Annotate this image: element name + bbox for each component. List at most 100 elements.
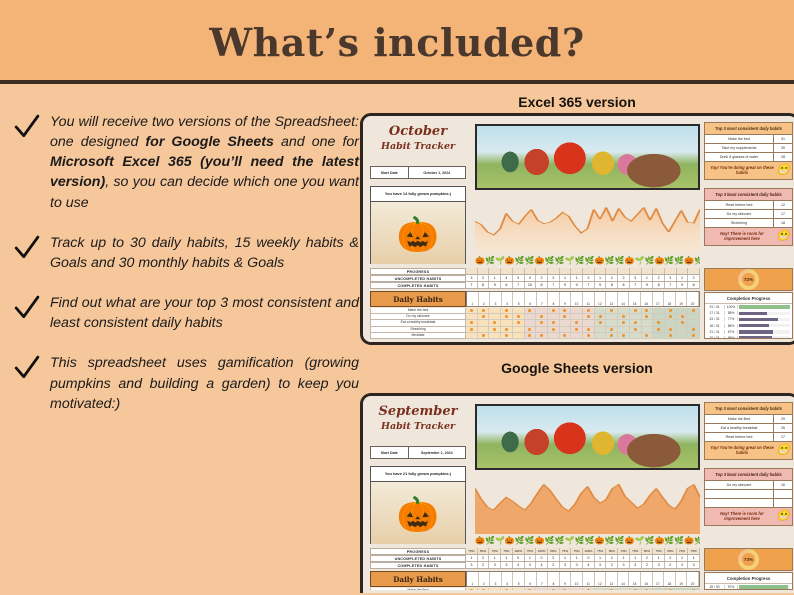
habit-check-cell[interactable] xyxy=(571,320,584,327)
habit-check-cell[interactable] xyxy=(524,320,537,327)
progress-cell[interactable]: 3 xyxy=(571,562,584,568)
habit-check-cell[interactable] xyxy=(688,314,700,321)
progress-cell[interactable]: 1 xyxy=(489,555,502,561)
progress-cell[interactable] xyxy=(641,268,654,274)
progress-cell[interactable]: 7 xyxy=(466,282,478,288)
habit-check-cell[interactable] xyxy=(466,326,478,333)
habit-check-cell[interactable] xyxy=(594,308,607,315)
habit-check-cell[interactable] xyxy=(524,326,537,333)
progress-cell[interactable]: 1 xyxy=(594,555,607,561)
habit-check-cell[interactable] xyxy=(512,588,525,590)
progress-cell[interactable]: 2 xyxy=(641,562,654,568)
habit-check-cell[interactable] xyxy=(664,320,677,327)
habit-check-cell[interactable] xyxy=(618,332,630,339)
habit-check-cell[interactable] xyxy=(547,332,560,339)
progress-cell[interactable]: 3 xyxy=(512,275,525,281)
habit-check-cell[interactable] xyxy=(489,588,502,590)
habit-check-cell[interactable] xyxy=(477,332,490,339)
progress-cell[interactable]: 2 xyxy=(664,555,677,561)
progress-cell[interactable]: 3 xyxy=(653,562,665,568)
habit-name[interactable]: Do my skincare xyxy=(370,314,466,321)
progress-cell[interactable]: 4 xyxy=(512,562,525,568)
habit-check-cell[interactable] xyxy=(606,326,619,333)
habit-check-cell[interactable] xyxy=(653,326,665,333)
progress-cell[interactable]: 9 xyxy=(489,282,502,288)
progress-cell[interactable]: 2 xyxy=(477,275,490,281)
progress-cell[interactable]: 1 xyxy=(571,555,584,561)
progress-cell[interactable]: 3 xyxy=(664,275,677,281)
habit-check-cell[interactable] xyxy=(559,320,572,327)
habit-check-cell[interactable] xyxy=(676,332,689,339)
habit-check-cell[interactable] xyxy=(676,320,689,327)
habit-check-cell[interactable] xyxy=(583,314,595,321)
progress-cell[interactable] xyxy=(664,268,677,274)
progress-cell[interactable]: 4 xyxy=(583,562,595,568)
habit-check-cell[interactable] xyxy=(664,326,677,333)
progress-cell[interactable]: 2 xyxy=(547,555,560,561)
progress-cell[interactable] xyxy=(477,268,490,274)
progress-cell[interactable]: 1 xyxy=(629,555,642,561)
progress-cell[interactable] xyxy=(653,268,665,274)
habit-check-cell[interactable] xyxy=(664,308,677,315)
habit-name[interactable]: Make the Bed xyxy=(370,588,466,590)
progress-cell[interactable]: 3 xyxy=(583,275,595,281)
habit-check-cell[interactable] xyxy=(501,332,513,339)
habit-check-cell[interactable] xyxy=(583,320,595,327)
habit-check-cell[interactable] xyxy=(618,326,630,333)
progress-cell[interactable]: 8 xyxy=(536,282,548,288)
progress-cell[interactable]: 50% xyxy=(606,548,619,554)
habit-check-cell[interactable] xyxy=(688,326,700,333)
start-date-value[interactable]: October 1, 2024 xyxy=(423,170,451,175)
progress-cell[interactable]: 1 xyxy=(524,555,537,561)
progress-cell[interactable] xyxy=(489,268,502,274)
progress-cell[interactable]: 75% xyxy=(559,548,572,554)
habit-check-cell[interactable] xyxy=(489,308,502,315)
habit-check-cell[interactable] xyxy=(676,308,689,315)
progress-cell[interactable]: 75% xyxy=(524,548,537,554)
habit-check-cell[interactable] xyxy=(618,320,630,327)
progress-cell[interactable]: 8 xyxy=(688,282,701,288)
progress-cell[interactable]: 75% xyxy=(594,548,607,554)
progress-cell[interactable]: 3 xyxy=(524,562,537,568)
habit-check-cell[interactable] xyxy=(618,308,630,315)
habit-check-cell[interactable] xyxy=(489,320,502,327)
habit-check-cell[interactable] xyxy=(547,320,560,327)
habit-check-cell[interactable] xyxy=(641,588,654,590)
habit-check-cell[interactable] xyxy=(477,326,490,333)
progress-cell[interactable]: 3 xyxy=(489,562,502,568)
habit-name[interactable]: Make the bed xyxy=(370,308,466,315)
progress-cell[interactable]: 6 xyxy=(501,282,513,288)
habit-check-cell[interactable] xyxy=(583,308,595,315)
progress-cell[interactable]: 3 xyxy=(594,562,607,568)
habit-check-cell[interactable] xyxy=(466,588,478,590)
progress-cell[interactable]: 1 xyxy=(688,555,701,561)
progress-cell[interactable]: 2 xyxy=(606,275,619,281)
start-date-field[interactable]: Start Date September 1, 2024 xyxy=(370,446,466,459)
habit-check-cell[interactable] xyxy=(559,314,572,321)
progress-cell[interactable]: 4 xyxy=(501,275,513,281)
progress-cell[interactable]: 50% xyxy=(547,548,560,554)
progress-cell[interactable]: 50% xyxy=(477,548,490,554)
progress-cell[interactable]: 2 xyxy=(536,275,548,281)
habit-check-cell[interactable] xyxy=(629,588,642,590)
progress-cell[interactable]: 7 xyxy=(547,282,560,288)
habit-check-cell[interactable] xyxy=(629,308,642,315)
habit-check-cell[interactable] xyxy=(571,588,584,590)
habit-check-cell[interactable] xyxy=(512,320,525,327)
habit-check-cell[interactable] xyxy=(501,588,513,590)
progress-cell[interactable]: 7 xyxy=(583,282,595,288)
progress-cell[interactable]: 3 xyxy=(629,275,642,281)
habit-check-cell[interactable] xyxy=(653,332,665,339)
progress-cell[interactable]: 3 xyxy=(466,275,478,281)
habit-check-cell[interactable] xyxy=(489,332,502,339)
progress-cell[interactable]: 0 xyxy=(512,555,525,561)
habit-check-cell[interactable] xyxy=(583,332,595,339)
progress-cell[interactable]: 3 xyxy=(466,562,478,568)
habit-check-cell[interactable] xyxy=(559,332,572,339)
progress-cell[interactable]: 9 xyxy=(594,282,607,288)
habit-check-cell[interactable] xyxy=(559,588,572,590)
habit-check-cell[interactable] xyxy=(524,332,537,339)
habit-check-cell[interactable] xyxy=(664,332,677,339)
habit-check-cell[interactable] xyxy=(594,320,607,327)
habit-check-cell[interactable] xyxy=(524,588,537,590)
